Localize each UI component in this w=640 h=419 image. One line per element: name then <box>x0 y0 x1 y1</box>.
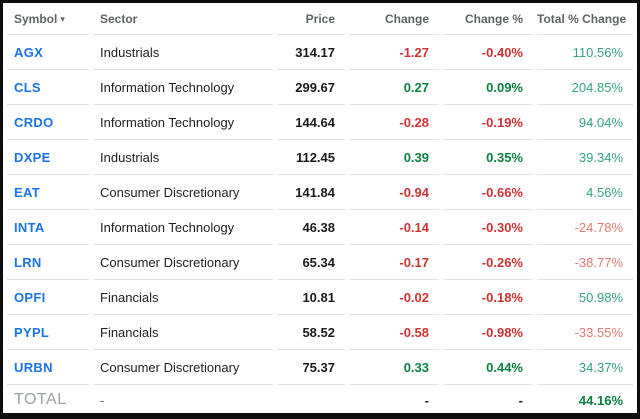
table-header: Symbol ▾ Sector Price Change Change % Tot… <box>7 3 633 35</box>
change-cell: -0.94 <box>349 175 439 210</box>
symbol-link[interactable]: PYPL <box>7 315 89 350</box>
change-pct-cell: 0.35% <box>443 140 533 175</box>
total-pct-cell: 50.98% <box>537 280 633 315</box>
table-row: CLS Information Technology 299.67 0.27 0.09%… <box>7 70 633 105</box>
sector-cell: Consumer Discretionary <box>93 245 273 280</box>
total-pct-cell: -33.55% <box>537 315 633 350</box>
sort-desc-icon: ▾ <box>60 13 65 24</box>
sector-cell: Financials <box>93 280 273 315</box>
change-cell: -0.14 <box>349 210 439 245</box>
table-row: URBN Consumer Discretionary 75.37 0.33 0.44%… <box>7 350 633 385</box>
sector-cell: Information Technology <box>93 105 273 140</box>
symbol-link[interactable]: URBN <box>7 350 89 385</box>
change-pct-cell: -0.18% <box>443 280 533 315</box>
total-pct-cell: -38.77% <box>537 245 633 280</box>
change-pct-cell: -0.40% <box>443 35 533 70</box>
symbol-link[interactable]: LRN <box>7 245 89 280</box>
change-pct-cell: 0.44% <box>443 350 533 385</box>
table-row: INTA Information Technology 46.38 -0.14 -0.3… <box>7 210 633 245</box>
price-cell: 75.37 <box>277 350 345 385</box>
table-footer: TOTAL - - - 44.16% <box>7 385 633 413</box>
symbol-link[interactable]: CRDO <box>7 105 89 140</box>
table-row: EAT Consumer Discretionary 141.84 -0.94 -0.6… <box>7 175 633 210</box>
change-cell: -0.28 <box>349 105 439 140</box>
sector-cell: Information Technology <box>93 70 273 105</box>
change-cell: 0.39 <box>349 140 439 175</box>
symbol-link[interactable]: AGX <box>7 35 89 70</box>
table-row: OPFI Financials 10.81 -0.02 -0.18% 50.98% <box>7 280 633 315</box>
price-cell: 10.81 <box>277 280 345 315</box>
table-row: PYPL Financials 58.52 -0.58 -0.98% -33.55% <box>7 315 633 350</box>
change-cell: -0.02 <box>349 280 439 315</box>
total-pct-cell: -24.78% <box>537 210 633 245</box>
symbol-link[interactable]: DXPE <box>7 140 89 175</box>
price-cell: 46.38 <box>277 210 345 245</box>
total-sector-cell: - <box>100 392 105 408</box>
sector-cell: Consumer Discretionary <box>93 175 273 210</box>
table-row: AGX Industrials 314.17 -1.27 -0.40% 110.56% <box>7 35 633 70</box>
column-header-symbol[interactable]: Symbol ▾ <box>7 3 89 35</box>
change-pct-cell: 0.09% <box>443 70 533 105</box>
change-cell: 0.33 <box>349 350 439 385</box>
price-cell: 144.64 <box>277 105 345 140</box>
symbol-link[interactable]: CLS <box>7 70 89 105</box>
total-pct-change-cell: 44.16% <box>578 392 623 408</box>
change-pct-cell: -0.19% <box>443 105 533 140</box>
column-header-symbol-label: Symbol <box>14 11 58 26</box>
total-pct-cell: 39.34% <box>537 140 633 175</box>
table-row: LRN Consumer Discretionary 65.34 -0.17 -0.26… <box>7 245 633 280</box>
change-pct-cell: -0.30% <box>443 210 533 245</box>
total-change-pct-cell: - <box>518 392 523 408</box>
change-cell: -0.17 <box>349 245 439 280</box>
column-header-total-pct-change[interactable]: Total % Change <box>537 3 633 35</box>
price-cell: 58.52 <box>277 315 345 350</box>
total-pct-cell: 110.56% <box>537 35 633 70</box>
total-pct-cell: 94.04% <box>537 105 633 140</box>
change-pct-cell: -0.26% <box>443 245 533 280</box>
sector-cell: Consumer Discretionary <box>93 350 273 385</box>
sector-cell: Industrials <box>93 35 273 70</box>
total-pct-cell: 204.85% <box>537 70 633 105</box>
total-pct-cell: 4.56% <box>537 175 633 210</box>
total-row: TOTAL - - - 44.16% <box>7 385 633 413</box>
header-row: Symbol ▾ Sector Price Change Change % Tot… <box>7 3 633 35</box>
sector-cell: Information Technology <box>93 210 273 245</box>
price-cell: 299.67 <box>277 70 345 105</box>
symbol-link[interactable]: OPFI <box>7 280 89 315</box>
column-header-sector[interactable]: Sector <box>93 3 273 35</box>
column-header-change-pct[interactable]: Change % <box>443 3 533 35</box>
price-cell: 112.45 <box>277 140 345 175</box>
change-cell: -0.58 <box>349 315 439 350</box>
change-cell: 0.27 <box>349 70 439 105</box>
price-cell: 141.84 <box>277 175 345 210</box>
column-header-price[interactable]: Price <box>277 3 345 35</box>
stock-table: Symbol ▾ Sector Price Change Change % Tot… <box>3 3 637 413</box>
total-label: TOTAL <box>14 391 67 408</box>
symbol-link[interactable]: INTA <box>7 210 89 245</box>
price-cell: 65.34 <box>277 245 345 280</box>
change-pct-cell: -0.98% <box>443 315 533 350</box>
total-change-cell: - <box>424 392 429 408</box>
symbol-link[interactable]: EAT <box>7 175 89 210</box>
total-price-cell <box>277 385 345 413</box>
table-row: CRDO Information Technology 144.64 -0.28 -0.… <box>7 105 633 140</box>
change-cell: -1.27 <box>349 35 439 70</box>
price-cell: 314.17 <box>277 35 345 70</box>
column-header-change[interactable]: Change <box>349 3 439 35</box>
sector-cell: Financials <box>93 315 273 350</box>
table-row: DXPE Industrials 112.45 0.39 0.35% 39.34% <box>7 140 633 175</box>
table-body: AGX Industrials 314.17 -1.27 -0.40% 110.56% CL… <box>7 35 633 385</box>
sector-cell: Industrials <box>93 140 273 175</box>
change-pct-cell: -0.66% <box>443 175 533 210</box>
total-pct-cell: 34.37% <box>537 350 633 385</box>
